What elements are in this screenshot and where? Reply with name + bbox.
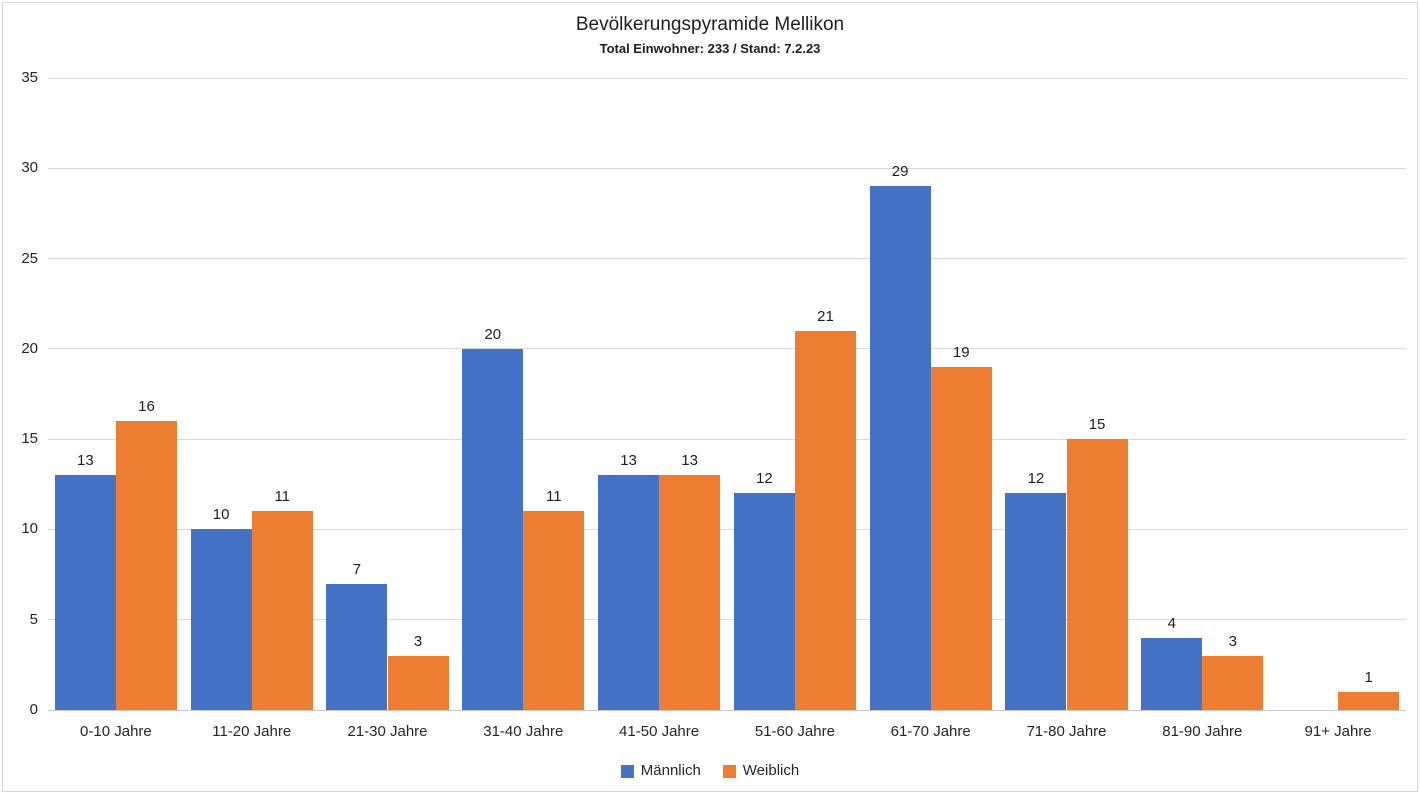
bar-value-label: 11 xyxy=(274,488,291,506)
bar-maennlich xyxy=(326,583,388,710)
y-axis-tick-label: 15 xyxy=(21,430,38,448)
y-axis-tick-label: 10 xyxy=(21,520,38,538)
bar-value-label: 10 xyxy=(212,506,230,524)
x-axis-category-label: 91+ Jahre xyxy=(1304,723,1372,740)
bar-maennlich xyxy=(1141,637,1203,710)
bar-weiblich xyxy=(1338,691,1400,710)
legend-label-maennlich: Männlich xyxy=(640,762,701,779)
bar-weiblich xyxy=(930,366,992,710)
legend-swatch-maennlich-icon xyxy=(620,764,634,778)
bar-value-label: 7 xyxy=(352,560,362,578)
bar-value-label: 3 xyxy=(1228,632,1238,650)
x-axis-category-label: 81-90 Jahre xyxy=(1162,723,1243,740)
bar-value-label: 12 xyxy=(1027,470,1045,488)
x-axis-category-label: 51-60 Jahre xyxy=(754,723,835,740)
legend-swatch-weiblich-icon xyxy=(722,764,736,778)
y-axis-tick-label: 35 xyxy=(21,69,38,86)
bar-value-label: 16 xyxy=(138,398,155,416)
bar-weiblich xyxy=(387,655,449,710)
bar-value-label: 29 xyxy=(891,163,909,181)
bar-maennlich xyxy=(869,186,931,710)
x-axis-category-label: 41-50 Jahre xyxy=(619,723,700,740)
bar-value-label: 21 xyxy=(817,307,834,325)
legend-item-maennlich: Männlich xyxy=(620,762,701,780)
y-gridline xyxy=(48,438,1406,440)
bar-weiblich xyxy=(794,330,856,710)
bar-value-label: 13 xyxy=(681,452,698,470)
bar-weiblich xyxy=(251,511,313,710)
bar-value-label: 13 xyxy=(77,452,94,470)
bar-weiblich xyxy=(659,475,721,710)
x-axis-category-label: 61-70 Jahre xyxy=(890,723,971,740)
bar-value-label: 11 xyxy=(546,488,562,506)
x-axis-category-label: 11-20 Jahre xyxy=(212,723,292,740)
bar-value-label: 13 xyxy=(620,452,637,470)
y-gridline xyxy=(48,77,1406,79)
bar-weiblich xyxy=(1202,655,1264,710)
y-axis-tick-label: 30 xyxy=(21,159,38,177)
chart-subtitle: Total Einwohner: 233 / Stand: 7.2.23 xyxy=(599,41,821,56)
bar-maennlich xyxy=(733,493,795,710)
legend: Männlich Weiblich xyxy=(0,761,1420,781)
legend-label-weiblich: Weiblich xyxy=(742,762,800,779)
bar-maennlich xyxy=(462,348,524,710)
bar-maennlich xyxy=(190,529,252,710)
y-axis-tick-label: 0 xyxy=(29,701,38,718)
bar-value-label: 4 xyxy=(1167,614,1176,632)
bar-weiblich xyxy=(1066,439,1128,710)
x-axis-category-label: 21-30 Jahre xyxy=(347,723,428,740)
bar-value-label: 20 xyxy=(484,325,502,343)
bar-maennlich xyxy=(1005,493,1067,710)
y-gridline xyxy=(48,348,1406,350)
x-axis-category-label: 0-10 Jahre xyxy=(80,723,152,740)
y-gridline xyxy=(48,167,1406,169)
bar-weiblich xyxy=(523,511,585,710)
bar-maennlich xyxy=(597,475,660,710)
x-axis-line xyxy=(48,709,1406,711)
x-axis-category-label: 31-40 Jahre xyxy=(483,723,564,740)
bar-value-label: 1 xyxy=(1364,668,1373,686)
chart-title: Bevölkerungspyramide Mellikon xyxy=(575,14,845,35)
bar-value-label: 15 xyxy=(1088,416,1106,434)
bar-value-label: 3 xyxy=(413,632,423,650)
x-axis-category-label: 71-80 Jahre xyxy=(1026,723,1107,740)
y-gridline xyxy=(48,258,1406,260)
y-axis-tick-label: 25 xyxy=(21,249,38,267)
y-axis-tick-label: 5 xyxy=(29,610,38,628)
y-gridline xyxy=(48,528,1406,530)
bar-weiblich xyxy=(115,421,177,710)
bar-maennlich xyxy=(54,475,116,710)
legend-item-weiblich: Weiblich xyxy=(722,762,800,780)
y-gridline xyxy=(48,619,1406,621)
y-axis-tick-label: 20 xyxy=(21,339,38,357)
bar-value-label: 19 xyxy=(952,343,970,361)
bar-value-label: 12 xyxy=(756,470,773,488)
